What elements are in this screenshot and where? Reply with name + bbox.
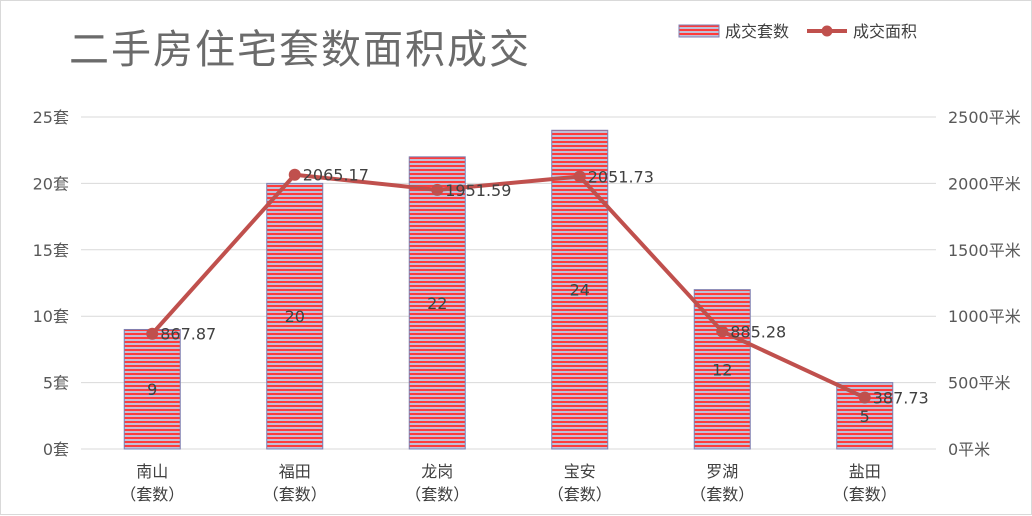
line-data-label: 2051.73 [588,168,654,187]
bar [123,328,181,450]
y-left-tick-label: 10套 [33,307,69,326]
category-label-line: （套数） [690,485,754,504]
y-right-tick-label: 2000平米 [948,174,1021,193]
line-point [573,170,586,183]
gridlines [81,116,936,450]
line-data-label: 867.87 [160,325,216,344]
category-label-line: 南山 [136,462,168,481]
y-right-tick-label: 1500平米 [948,241,1021,260]
bar-series: 9 20 22 24 12 5 [123,129,894,450]
legend-bar-swatch [678,24,720,38]
bar-data-label: 22 [427,294,447,313]
bar-data-label: 12 [712,360,732,379]
line-point [288,168,301,181]
category-label: 宝安 （套数） [548,462,612,504]
category-label-line: （套数） [548,485,612,504]
y-axis-left: 0套 5套 10套 15套 20套 25套 [33,108,69,459]
line-point [858,391,871,404]
line-data-label: 1951.59 [445,181,511,200]
legend-bar-label: 成交套数 [725,22,789,41]
bar [266,182,324,450]
category-label: 福田 （套数） [263,462,327,504]
category-label: 南山 （套数） [120,462,184,504]
bar [408,156,466,450]
category-label: 盐田 （套数） [833,462,897,504]
category-label-line: 盐田 [849,462,881,481]
line-series: 867.87 2065.17 1951.59 2051.73 885.28 387.73 [146,166,929,408]
legend-line-marker [821,25,833,37]
line-path [150,172,866,400]
line-point [431,183,444,196]
category-label-line: 福田 [279,462,311,481]
line-point [146,327,159,340]
category-label-line: 龙岗 [421,462,453,481]
y-right-tick-label: 0平米 [948,440,990,459]
line-point [716,325,729,338]
x-axis-categories: 南山 （套数） 福田 （套数） 龙岗 （套数） 宝安 （套数） 罗湖 （套数） 盐田 （套数） [120,462,897,504]
y-left-tick-label: 5套 [43,374,69,393]
y-left-tick-label: 15套 [33,241,69,260]
y-right-tick-label: 500平米 [948,374,1011,393]
category-label: 龙岗 （套数） [405,462,469,504]
line-data-label: 387.73 [873,389,929,408]
category-label-line: （套数） [120,485,184,504]
legend-line-label: 成交面积 [853,22,917,41]
category-label-line: （套数） [833,485,897,504]
bar-data-label: 24 [570,281,590,300]
line-data-label: 885.28 [730,322,786,341]
chart-title: 二手房住宅套数面积成交 [69,27,531,73]
bar [693,289,751,450]
category-label-line: 宝安 [564,462,596,481]
y-left-tick-label: 20套 [33,174,69,193]
legend: 成交套数 成交面积 [678,22,917,41]
y-left-tick-label: 0套 [43,440,69,459]
category-label: 罗湖 （套数） [690,462,754,504]
bar-data-label: 20 [285,307,305,326]
y-right-tick-label: 2500平米 [948,108,1021,127]
bar-data-label: 5 [860,407,870,426]
y-axis-right: 0平米 500平米 1000平米 1500平米 2000平米 2500平米 [948,108,1021,459]
bar-data-label: 9 [147,380,157,399]
category-label-line: （套数） [405,485,469,504]
category-label-line: （套数） [263,485,327,504]
y-right-tick-label: 1000平米 [948,307,1021,326]
line-data-label: 2065.17 [303,166,369,185]
y-left-tick-label: 25套 [33,108,69,127]
bar [551,129,609,450]
category-label-line: 罗湖 [706,462,738,481]
